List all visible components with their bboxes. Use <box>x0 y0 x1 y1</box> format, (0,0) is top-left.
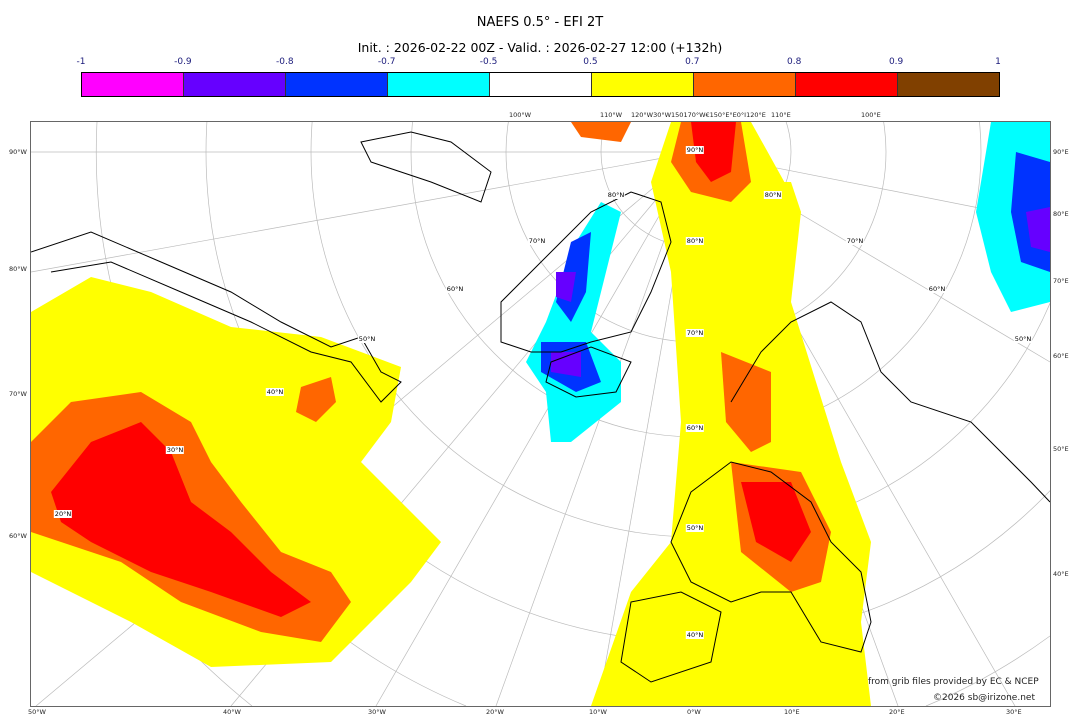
colorbar-segment <box>592 73 694 96</box>
axis-label-right: 70°E <box>1053 277 1069 285</box>
colorbar-segment <box>82 73 184 96</box>
axis-label-bottom: 20°W <box>486 708 504 716</box>
axis-label-top: 100°W <box>509 111 532 119</box>
colorbar-segment <box>898 73 999 96</box>
axis-label-left: 60°W <box>9 532 27 540</box>
latitude-label: 90°N <box>685 146 705 154</box>
colorbar-segment <box>184 73 286 96</box>
colorbar-tick: -0.5 <box>479 57 498 67</box>
colorbar-segment <box>286 73 388 96</box>
axis-label-right: 80°E <box>1053 210 1069 218</box>
latitude-label: 50°N <box>1013 335 1033 343</box>
axis-label-bottom: 0°W <box>687 708 701 716</box>
efi-map <box>31 122 1050 706</box>
axis-label-bottom: 30°W <box>368 708 386 716</box>
latitude-label: 60°N <box>927 285 947 293</box>
axis-label-bottom: 20°E <box>889 708 905 716</box>
axis-label-bottom: 30°E <box>1006 708 1022 716</box>
latitude-label: 70°N <box>685 329 705 337</box>
colorbar-segment <box>796 73 898 96</box>
latitude-label: 80°N <box>606 191 626 199</box>
colorbar-tick: 1 <box>995 57 1001 67</box>
latitude-label: 20°N <box>53 510 73 518</box>
axis-label-right: 40°E <box>1053 570 1069 578</box>
latitude-label: 30°N <box>165 446 185 454</box>
axis-label-top: 110°E <box>771 111 791 119</box>
latitude-label: 60°N <box>685 424 705 432</box>
axis-label-right: 60°E <box>1053 352 1069 360</box>
map-panel <box>30 121 1051 707</box>
axis-label-left: 90°W <box>9 148 27 156</box>
colorbar-tick: -0.9 <box>174 57 192 67</box>
latitude-label: 50°N <box>357 335 377 343</box>
axis-label-top: 100°E <box>861 111 881 119</box>
colorbar-tick: 0.5 <box>583 57 598 67</box>
colorbar-tick: 0.8 <box>787 57 802 67</box>
axis-label-left: 80°W <box>9 265 27 273</box>
chart-title: NAEFS 0.5° - EFI 2T <box>476 15 604 30</box>
axis-label-bottom: 40°W <box>223 708 241 716</box>
efi-fields <box>31 122 1050 706</box>
colorbar-segment <box>694 73 796 96</box>
colorbar-tick: 0.9 <box>888 57 904 67</box>
chart-subtitle: Init. : 2026-02-22 00Z - Valid. : 2026-0… <box>357 40 723 55</box>
latitude-label: 40°N <box>685 631 705 639</box>
axis-label-top: 120°W30°W150170°W€150°E°E0°I120°E <box>631 111 766 119</box>
latitude-label: 80°N <box>763 191 783 199</box>
colorbar-segment <box>388 73 490 96</box>
coastlines <box>31 131 1050 683</box>
latitude-label: 60°N <box>445 285 465 293</box>
latitude-label: 80°N <box>685 237 705 245</box>
colorbar-segment <box>490 73 592 96</box>
latitude-label: 50°N <box>685 524 705 532</box>
colorbar-tick: -0.8 <box>275 57 294 67</box>
axis-label-bottom: 10°W <box>589 708 607 716</box>
latitude-label: 70°N <box>845 237 865 245</box>
axis-label-right: 50°E <box>1053 445 1069 453</box>
latitude-label: 40°N <box>265 388 285 396</box>
axis-label-top: 110°W <box>600 111 623 119</box>
colorbar-tick: -0.7 <box>377 57 396 67</box>
axis-label-left: 70°W <box>9 390 27 398</box>
copyright: ©2026 sb@irizone.net <box>933 693 1035 703</box>
colorbar-tick: -1 <box>76 57 86 67</box>
colorbar <box>81 72 1000 97</box>
axis-label-right: 90°E <box>1053 148 1069 156</box>
latitude-label: 70°N <box>527 237 547 245</box>
axis-label-bottom: 50°W <box>28 708 46 716</box>
colorbar-tick: 0.7 <box>685 57 700 67</box>
axis-label-bottom: 10°E <box>784 708 800 716</box>
source-credit: from grib files provided by EC & NCEP <box>868 677 1039 687</box>
